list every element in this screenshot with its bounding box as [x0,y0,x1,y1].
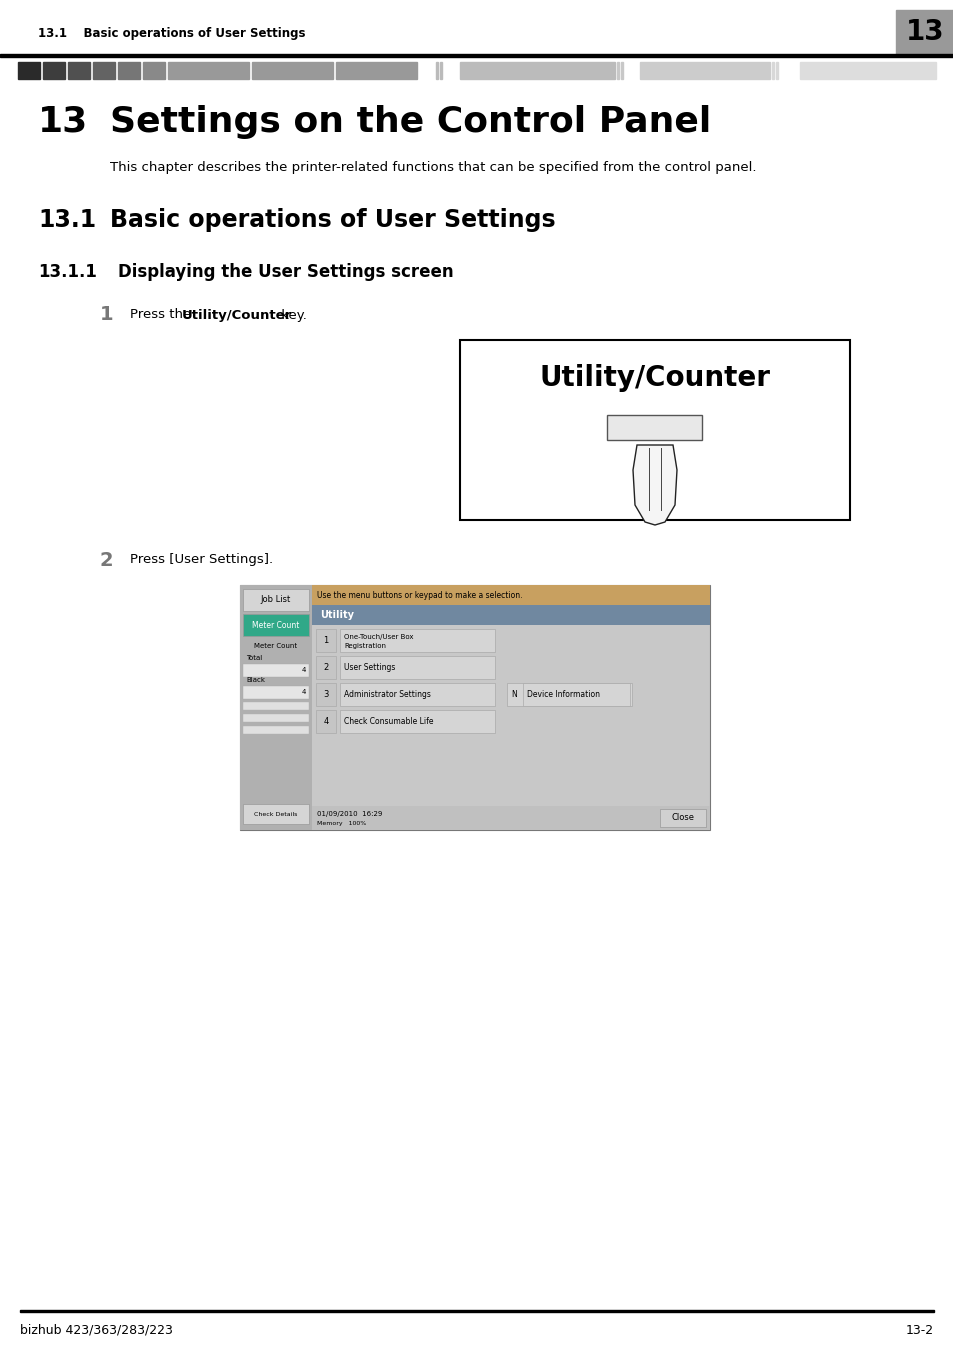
Text: 13-2: 13-2 [905,1323,933,1336]
Bar [0,54,953,57]
Text: Black: Black [246,676,265,683]
Text: 4: 4 [323,717,328,726]
Text: Close: Close [671,814,694,822]
Text: Use the menu buttons or keypad to make a selection.: Use the menu buttons or keypad to make a… [316,590,522,599]
Bar [771,62,773,80]
Text: key.: key. [276,309,307,321]
Text: Job List: Job List [260,595,291,605]
Bar [243,589,309,612]
Bar [92,62,115,80]
Text: 01/09/2010  16:29: 01/09/2010 16:29 [316,811,382,817]
Text: User Settings: User Settings [344,663,395,672]
Text: Meter Count: Meter Count [254,643,297,649]
Bar [895,9,953,54]
Bar [240,585,709,830]
Text: 4: 4 [301,667,306,674]
Bar [312,585,709,605]
Bar [43,62,65,80]
Text: 2: 2 [323,663,328,672]
Text: 1: 1 [100,305,113,324]
Bar [459,340,849,520]
Bar [522,683,629,706]
Text: Press the: Press the [130,309,195,321]
Text: Total: Total [246,655,262,662]
Text: Memory   100%: Memory 100% [316,822,366,826]
Bar [243,664,309,676]
Bar [659,809,705,828]
Bar [315,629,335,652]
Text: Utility/Counter: Utility/Counter [539,364,770,391]
Bar [339,656,495,679]
Text: Check Details: Check Details [254,811,297,817]
Bar [339,629,495,652]
Bar [800,62,935,80]
Bar [243,726,309,734]
Bar [243,805,309,823]
Bar [243,686,309,699]
Bar [243,702,309,710]
Bar [639,62,769,80]
Text: 13.1    Basic operations of User Settings: 13.1 Basic operations of User Settings [38,27,305,40]
Bar [243,614,309,636]
Bar [339,683,495,706]
Bar [607,414,701,440]
Text: 4: 4 [301,688,306,695]
Bar [439,62,441,80]
Text: 2: 2 [100,551,113,570]
Bar [68,62,90,80]
Bar [335,62,416,80]
Text: Press [User Settings].: Press [User Settings]. [130,554,273,567]
Bar [240,585,312,830]
Bar [620,62,622,80]
Bar [436,62,437,80]
Bar [243,714,309,722]
Bar [20,1310,933,1311]
Text: 13: 13 [904,18,943,46]
Bar [339,710,495,733]
Text: 13.1.1: 13.1.1 [38,263,97,281]
Bar [506,683,631,706]
Bar [617,62,618,80]
Bar [118,62,140,80]
Text: This chapter describes the printer-related functions that can be specified from : This chapter describes the printer-relat… [110,162,756,174]
Bar [18,62,40,80]
Text: Meter Count: Meter Count [252,621,299,629]
Text: 3: 3 [323,690,329,699]
Bar [315,683,335,706]
Bar [168,62,249,80]
Text: Administrator Settings: Administrator Settings [344,690,431,699]
Text: 13.1: 13.1 [38,208,96,232]
Text: 1: 1 [323,636,328,645]
Bar [312,605,709,625]
Bar [252,62,333,80]
Bar [459,62,615,80]
Text: 13: 13 [38,105,89,139]
Bar [775,62,778,80]
Text: Utility/Counter: Utility/Counter [182,309,292,321]
Text: Displaying the User Settings screen: Displaying the User Settings screen [118,263,453,281]
Bar [143,62,165,80]
Text: Check Consumable Life: Check Consumable Life [344,717,433,726]
Text: N: N [511,690,517,699]
Text: Settings on the Control Panel: Settings on the Control Panel [110,105,711,139]
Text: One-Touch/User Box: One-Touch/User Box [344,634,413,640]
Text: Device Information: Device Information [526,690,599,699]
Text: bizhub 423/363/283/223: bizhub 423/363/283/223 [20,1323,172,1336]
Text: Utility: Utility [319,610,354,620]
Text: Basic operations of User Settings: Basic operations of User Settings [110,208,555,232]
Bar [312,806,709,830]
Text: Registration: Registration [344,643,386,649]
Polygon shape [633,446,677,525]
Bar [315,710,335,733]
Bar [315,656,335,679]
